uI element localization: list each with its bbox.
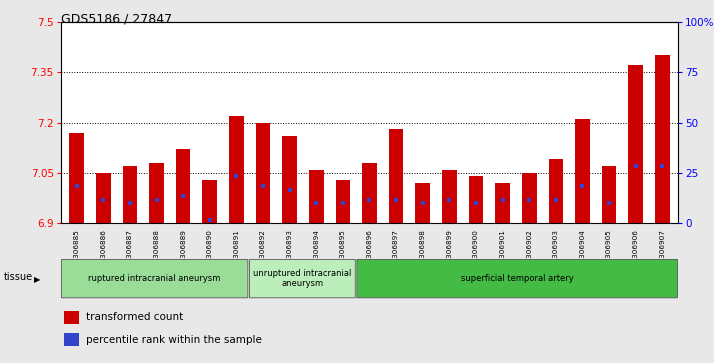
Bar bbox=[229, 116, 243, 223]
Bar bbox=[468, 176, 483, 223]
Bar bbox=[64, 311, 79, 324]
Bar bbox=[203, 180, 217, 223]
Text: tissue: tissue bbox=[4, 272, 33, 282]
Bar bbox=[176, 149, 191, 223]
Bar bbox=[64, 333, 79, 346]
Bar bbox=[628, 65, 643, 223]
Text: ruptured intracranial aneurysm: ruptured intracranial aneurysm bbox=[89, 274, 221, 283]
Text: percentile rank within the sample: percentile rank within the sample bbox=[86, 335, 261, 345]
Bar bbox=[123, 166, 137, 223]
Bar bbox=[389, 129, 403, 223]
Bar bbox=[282, 136, 297, 223]
Bar bbox=[336, 180, 350, 223]
FancyBboxPatch shape bbox=[61, 260, 248, 298]
Bar bbox=[416, 183, 430, 223]
Text: transformed count: transformed count bbox=[86, 312, 183, 322]
Bar bbox=[575, 119, 590, 223]
Bar bbox=[149, 163, 164, 223]
FancyBboxPatch shape bbox=[249, 260, 356, 298]
Bar bbox=[256, 122, 271, 223]
Bar bbox=[548, 159, 563, 223]
Text: ▶: ▶ bbox=[34, 275, 41, 284]
Bar bbox=[362, 163, 377, 223]
Bar bbox=[442, 170, 457, 223]
Text: unruptured intracranial
aneurysm: unruptured intracranial aneurysm bbox=[253, 269, 351, 288]
Bar bbox=[496, 183, 510, 223]
Bar bbox=[655, 55, 670, 223]
Bar bbox=[602, 166, 616, 223]
Text: superficial temporal artery: superficial temporal artery bbox=[461, 274, 573, 283]
FancyBboxPatch shape bbox=[357, 260, 678, 298]
Bar bbox=[522, 173, 536, 223]
Bar bbox=[309, 170, 323, 223]
Bar bbox=[69, 132, 84, 223]
Bar bbox=[96, 173, 111, 223]
Text: GDS5186 / 27847: GDS5186 / 27847 bbox=[61, 13, 172, 26]
